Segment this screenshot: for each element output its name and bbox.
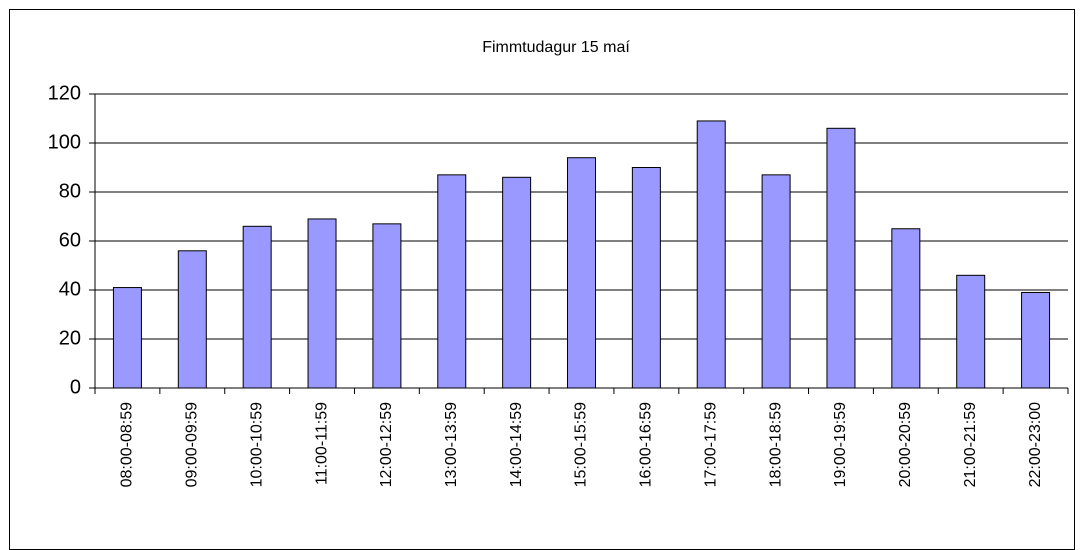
bar [956,274,986,389]
x-tick-label: 12:00-12:59 [378,402,395,488]
bar [696,120,726,389]
bar [631,167,661,389]
x-tick-label: 21:00-21:59 [962,402,979,488]
x-tick-label: 09:00-09:59 [184,402,201,488]
x-tick-label: 18:00-18:59 [767,402,784,488]
bar [307,218,337,389]
x-tick-label: 11:00-11:59 [313,402,330,485]
bar [891,228,921,389]
x-tick-label: 15:00-15:59 [573,402,590,488]
y-tick-label: 40 [59,278,81,300]
bar [177,250,207,389]
bar [1021,291,1051,389]
y-tick-label: 120 [48,82,81,104]
y-tick-label: 100 [48,131,81,153]
x-tick-label: 16:00-16:59 [638,402,655,488]
bar [372,223,402,389]
x-tick-label: 10:00-10:59 [248,402,265,488]
x-tick-label: 08:00-08:59 [119,402,136,488]
y-tick-label: 20 [59,327,81,349]
y-tick-label: 60 [59,229,81,251]
y-tick-label: 0 [70,376,81,398]
bar [567,157,596,389]
chart-title: Fimmtudagur 15 maí [482,39,630,56]
x-tick-label: 19:00-19:59 [832,402,849,488]
bar [826,127,856,389]
x-tick-label: 22:00-23:00 [1027,402,1044,488]
x-tick-label: 20:00-20:59 [897,402,914,488]
bar [437,174,467,389]
x-tick-label: 13:00-13:59 [443,402,460,488]
x-tick-label: 14:00-14:59 [508,402,525,488]
bar [761,174,791,389]
x-tick-label: 17:00-17:59 [702,402,719,488]
bar [502,176,532,389]
bar [112,287,142,389]
y-tick-label: 80 [59,180,81,202]
bar [242,225,272,389]
